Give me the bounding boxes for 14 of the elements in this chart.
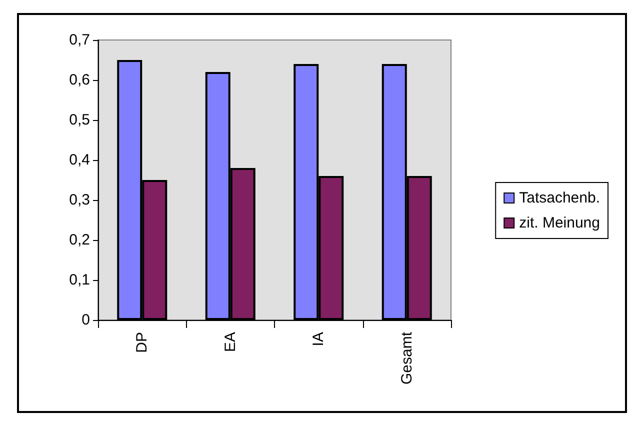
y-tick-label: 0,3 bbox=[69, 192, 90, 208]
x-tick-label: DP bbox=[134, 332, 151, 353]
x-tick-label: EA bbox=[222, 332, 239, 352]
y-tick-label: 0,6 bbox=[69, 72, 90, 88]
x-tick-label: IA bbox=[310, 332, 328, 346]
x-tick-label: Gesamt bbox=[398, 331, 416, 385]
y-tick-label: 0,5 bbox=[69, 112, 90, 128]
y-tick-label: 0,1 bbox=[69, 272, 90, 288]
y-tick-label: 0 bbox=[82, 312, 90, 328]
y-tick-label: 0,7 bbox=[69, 32, 90, 48]
legend-label: Tatsachenb. bbox=[519, 190, 600, 206]
y-tick-label: 0,4 bbox=[69, 152, 90, 168]
y-tick-label: 0,2 bbox=[69, 232, 90, 248]
legend-label: zit. Meinung bbox=[519, 214, 600, 232]
